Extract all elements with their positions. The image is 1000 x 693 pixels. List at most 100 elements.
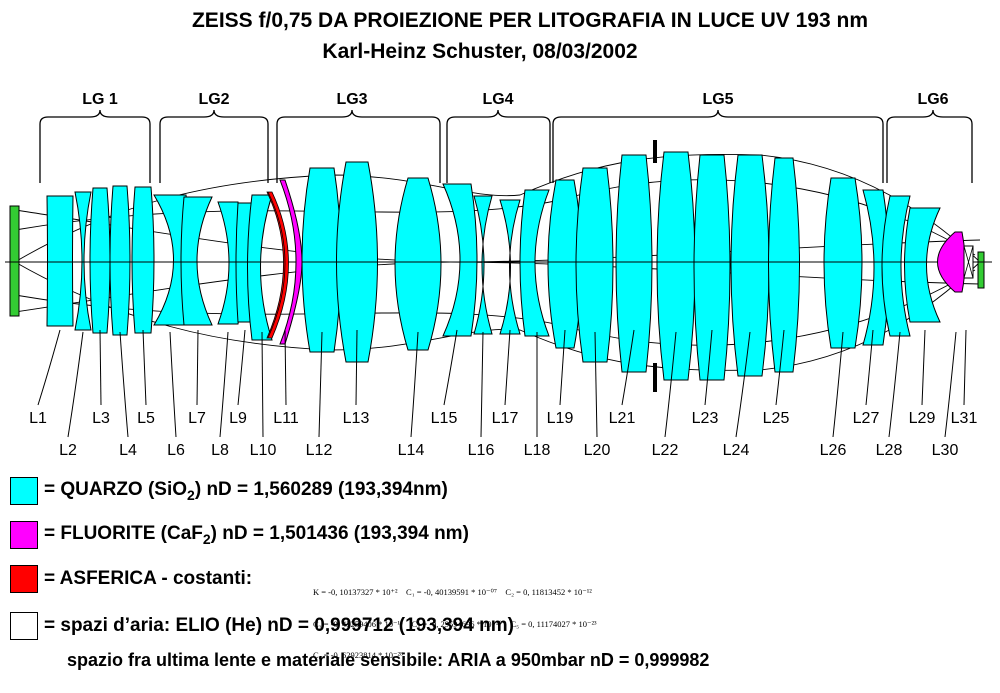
legend-aspheric: = ASFERICA - costanti: [10,565,252,593]
leader-line [921,329,926,406]
lens-label: L18 [524,442,551,459]
lens-label: L31 [951,410,978,427]
lens-element [109,185,131,336]
legend-air: = spazi d’aria: ELIO (He) nD = 0,999712 … [10,612,514,640]
lens-element [904,207,941,323]
last-lens-mark [963,245,974,279]
lens-element [89,187,111,334]
lens-element [74,191,92,331]
diagram-title: ZEISS f/0,75 DA PROIEZIONE PER LITOGRAFI… [191,9,868,32]
leader-line [704,329,713,406]
lens-label: L1 [29,410,47,427]
air-gap-note: spazio fra ultima lente e materiale sens… [67,650,710,670]
lens-label: L7 [188,410,206,427]
lens-element [615,154,653,373]
group-label: LG5 [702,91,733,108]
lens-label: L16 [468,442,495,459]
lens-label: L30 [932,442,959,459]
aspheric-surface [266,191,289,339]
leader-line [504,329,511,406]
lens-label: L12 [306,442,333,459]
quartz-label-sub: 2 [187,486,195,503]
image-plane [977,251,985,289]
leader-line [621,329,635,406]
lens-label: L5 [137,410,155,427]
group-label: LG6 [917,91,948,108]
group-label: LG 1 [82,91,118,108]
leader-line [67,331,84,438]
leader-line [664,331,677,438]
lens-label: L10 [250,442,277,459]
lens-element [656,151,696,381]
lens-label: L3 [92,410,110,427]
leader-line [196,329,199,406]
lens-label: L25 [763,410,790,427]
leader-line [963,329,967,406]
group-bracket [159,109,269,183]
fluorite-lens [279,179,303,345]
lens-label: L21 [609,410,636,427]
lens-label: L22 [652,442,679,459]
lens-label: L2 [59,442,77,459]
lens-element [823,177,863,349]
group-bracket [552,109,884,183]
diagram-subtitle: Karl-Heinz Schuster, 08/03/2002 [322,40,638,63]
leader-line [888,331,901,438]
leader-line [142,329,147,406]
leader-line [99,329,102,406]
leader-line [480,331,484,438]
leader-line [261,331,264,438]
aspheric-constants: K = -0, 10137327 * 10⁺² C₁ = -0, 4013959… [313,566,597,671]
legend-quartz: = QUARZO (SiO2) nD = 1,560289 (193,394nm… [10,477,448,505]
light-ray [14,261,981,371]
leader-line [355,329,358,406]
lens-label: L20 [584,442,611,459]
leader-line [169,331,177,438]
lens-element [473,195,493,335]
leader-line [832,331,844,438]
aspheric-label: = ASFERICA - costanti: [44,568,253,589]
lens-label: L29 [909,410,936,427]
lens-label: L15 [431,410,458,427]
aspheric-constants-line: K = -0, 10137327 * 10⁺² C₁ = -0, 4013959… [313,587,592,597]
lens-label: L8 [211,442,229,459]
aspheric-swatch [10,565,38,593]
leader-line [284,329,287,406]
lens-label: L4 [119,442,137,459]
lens-label: L23 [692,410,719,427]
group-label: LG3 [336,91,367,108]
leader-line [237,329,246,406]
group-bracket [886,109,973,183]
lens-element [730,154,770,377]
light-ray [14,153,981,263]
air-label: = spazi d’aria: ELIO (He) nD = 0,999712 … [44,615,514,636]
leader-line [865,329,874,406]
group-bracket [446,109,551,183]
lens-label: L19 [547,410,574,427]
lens-edge [267,191,286,339]
lens-label: L27 [853,410,880,427]
lens-element [180,196,213,326]
leader-line [944,331,957,438]
lens-label: L24 [723,442,750,459]
quartz-swatch [10,477,38,505]
fluorite-label-sub: 2 [202,530,211,547]
group-label: LG2 [198,91,229,108]
air-swatch [10,612,38,640]
lens-element [247,194,273,341]
lens-element [575,167,614,363]
lens-element [131,186,155,334]
lens-element [519,189,550,337]
leader-line [735,331,751,438]
group-label: LG4 [482,91,513,108]
fluorite-label-post: ) nD = 1,501436 (193,394 nm) [210,523,469,545]
leader-line [775,329,785,406]
lens-element [499,199,521,335]
group-bracket [39,109,151,183]
fluorite-swatch [10,521,38,549]
legend-fluorite: = FLUORITE (CaF2) nD = 1,501436 (193,394… [10,521,469,549]
fluorite-label-pre: = FLUORITE (CaF [44,523,203,545]
leader-line [318,331,323,438]
lens-element [442,183,478,337]
